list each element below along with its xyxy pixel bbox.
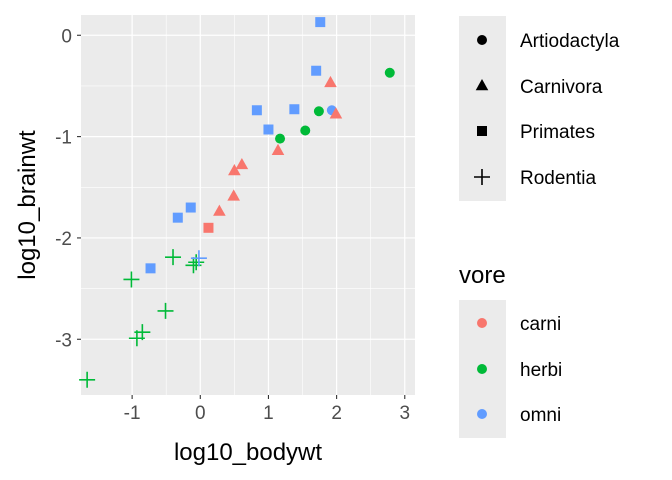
color-legend-label: omni (520, 405, 561, 426)
shape-legend-label: Artiodactyla (520, 31, 620, 52)
color-legend-title: vore (459, 262, 506, 289)
data-point (384, 67, 395, 78)
x-tick-label: 2 (331, 403, 342, 424)
data-point (271, 143, 285, 155)
x-tick-label: -1 (124, 403, 141, 424)
data-point (329, 107, 343, 119)
shape-legend-key (474, 169, 490, 185)
data-point (188, 254, 205, 271)
data-point (311, 65, 322, 76)
data-point (134, 324, 151, 341)
color-legend: vore carni herbi omni (459, 262, 562, 438)
data-point (157, 302, 174, 319)
shape-legend-label: Rodentia (520, 168, 596, 189)
data-point (79, 371, 96, 388)
color-legend-key (477, 318, 487, 328)
color-legend-label: carni (520, 314, 561, 335)
x-axis-title: log10_bodywt (174, 439, 322, 466)
x-tick-label: 0 (195, 403, 206, 424)
data-point (313, 106, 324, 117)
data-point (172, 212, 183, 223)
data-point (300, 125, 311, 136)
y-axis-title: log10_brainwt (14, 130, 41, 280)
data-point (185, 202, 196, 213)
data-point (228, 164, 241, 176)
data-point (203, 222, 214, 233)
x-tick-label: 1 (263, 403, 274, 424)
data-point (227, 189, 240, 201)
data-point (289, 104, 300, 115)
shape-legend-label: Carnivora (520, 77, 603, 98)
y-tick-label: -1 (55, 128, 72, 149)
shape-legend-label: Primates (520, 122, 595, 143)
data-point (315, 17, 326, 28)
shape-legend-key (477, 126, 487, 136)
shape-legend: Artiodactyla Carnivora Primates Rodentia (459, 16, 620, 201)
data-point (324, 75, 337, 88)
data-point (251, 105, 262, 116)
color-legend-key (477, 409, 487, 419)
x-tick-label: 3 (399, 403, 410, 424)
shape-legend-key (477, 35, 487, 45)
data-point (190, 250, 207, 267)
color-legend-label: herbi (520, 360, 562, 381)
shape-legend-key (475, 79, 489, 91)
data-point (263, 124, 274, 135)
data-point (165, 249, 182, 266)
data-point (123, 271, 140, 288)
data-point (235, 157, 249, 170)
data-points (79, 17, 395, 388)
y-tick-label: -3 (55, 330, 72, 351)
y-tick-label: 0 (61, 26, 72, 47)
color-legend-key (477, 364, 487, 374)
y-tick-label: -2 (55, 229, 72, 250)
data-point (145, 263, 156, 274)
axes: -1 0 1 2 3 0 -1 -2 -3 (55, 26, 410, 424)
grid-minor (81, 15, 415, 395)
data-point (275, 133, 286, 144)
data-point (213, 204, 226, 216)
